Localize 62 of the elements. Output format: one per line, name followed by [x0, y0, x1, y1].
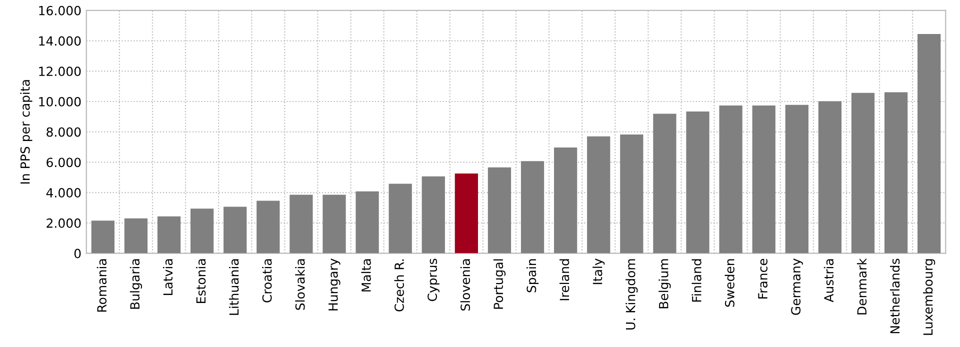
- bar: [918, 34, 941, 254]
- bar: [190, 208, 214, 254]
- bar: [356, 191, 379, 254]
- x-tick-label: Cyprus: [428, 258, 440, 302]
- x-tick-label: France: [758, 258, 768, 299]
- x-tick-label: Finland: [692, 259, 702, 302]
- x-tick-label: Denmark: [856, 258, 867, 314]
- x-tick-label: U. Kingdom: [626, 259, 638, 330]
- bar: [785, 104, 808, 254]
- x-tick-label: Italy: [592, 258, 605, 284]
- bar: [290, 194, 313, 254]
- x-tick-label: Slovakia: [295, 259, 305, 310]
- bar: [587, 136, 610, 254]
- bar: [554, 147, 578, 254]
- x-tick-label: Netherlands: [890, 258, 900, 334]
- y-tick-label: 8.000: [46, 127, 81, 137]
- bar: [224, 206, 247, 254]
- bar: [653, 114, 676, 254]
- x-tick-label: Slovenia: [460, 259, 470, 311]
- x-tick-label: Belgium: [658, 259, 671, 308]
- bar: [851, 92, 875, 254]
- bar: [818, 101, 842, 254]
- y-tick-label: 4.000: [46, 188, 81, 198]
- bar: [91, 220, 114, 254]
- bar: [157, 216, 181, 254]
- bar: [752, 105, 776, 254]
- x-tick-label: Ireland: [560, 259, 570, 300]
- y-tick-label: 10.000: [39, 96, 81, 106]
- x-tick-label: Sweden: [724, 259, 734, 307]
- x-tick-label: Luxembourg: [923, 259, 936, 335]
- y-axis-title: In PPS per capita: [20, 80, 32, 184]
- y-tick-label: 2.000: [46, 218, 81, 228]
- x-tick-label: Bulgaria: [130, 259, 142, 309]
- y-tick-label: 14.000: [39, 36, 81, 46]
- x-tick-label: Romania: [96, 259, 107, 312]
- x-tick-label: Portugal: [493, 259, 506, 309]
- bar: [256, 200, 280, 254]
- bar: [520, 161, 544, 254]
- bar: [388, 184, 412, 254]
- x-tick-label: Croatia: [262, 259, 272, 302]
- bar: [620, 134, 644, 254]
- bar: [422, 176, 445, 254]
- y-tick-label: 16.000: [39, 6, 81, 16]
- y-tick-label: 12.000: [39, 66, 81, 76]
- x-tick-label: Lithuania: [229, 259, 239, 315]
- x-tick-label: Austria: [824, 259, 834, 302]
- bar: [124, 218, 148, 254]
- bar: [488, 167, 512, 254]
- x-tick-label: Estonia: [196, 259, 206, 303]
- y-tick-label: 0: [74, 248, 81, 258]
- x-tick-label: Latvia: [162, 259, 173, 295]
- bar: [884, 92, 908, 254]
- x-tick-label: Malta: [361, 259, 371, 292]
- bar: [686, 112, 710, 254]
- x-tick-label: Germany: [791, 258, 803, 315]
- bar: [719, 105, 742, 254]
- bar: [322, 194, 346, 254]
- x-tick-label: Czech R.: [394, 260, 404, 312]
- x-tick-label: Spain: [526, 259, 539, 292]
- x-tick-label: Hungary: [328, 258, 340, 310]
- bar: [454, 173, 478, 254]
- y-tick-label: 6.000: [46, 158, 81, 168]
